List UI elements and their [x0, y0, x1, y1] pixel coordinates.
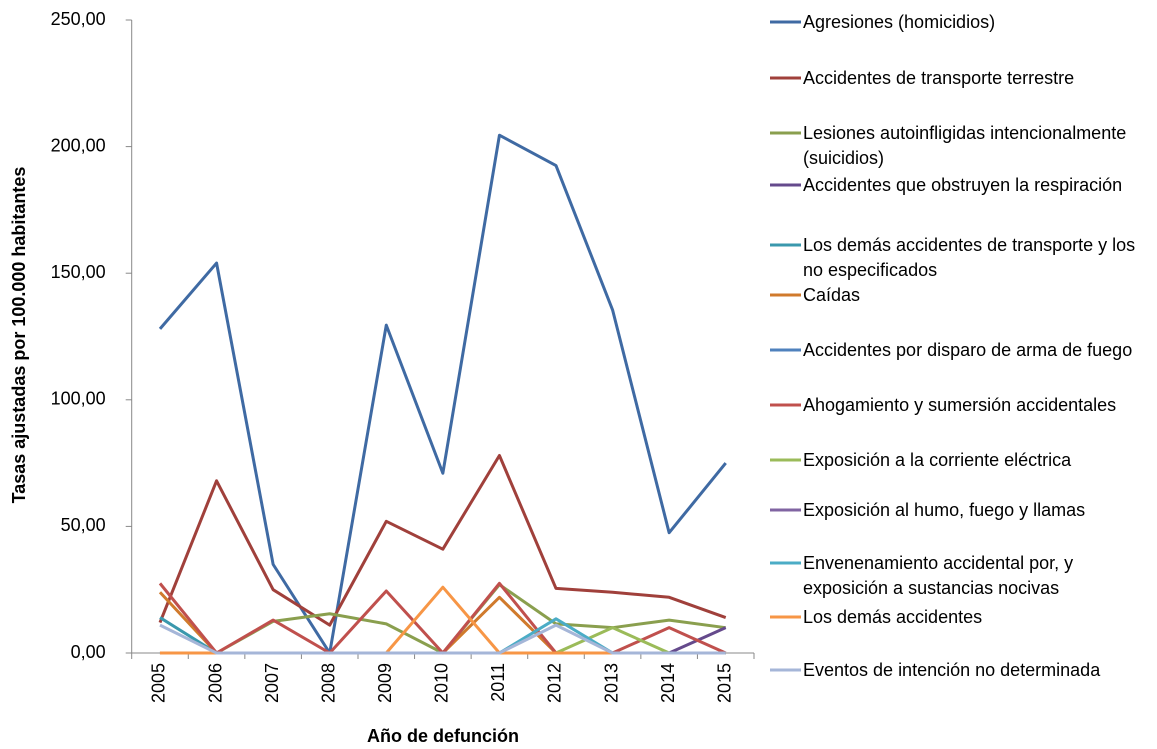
series-line: [158, 454, 727, 627]
x-tick-label: 2008: [318, 663, 338, 703]
x-tick-label: 2015: [714, 663, 734, 703]
y-tick-label: 150,00: [51, 262, 106, 282]
legend-label: Exposición al humo, fuego y llamas: [803, 499, 1086, 520]
x-tick-label: 2014: [658, 663, 678, 703]
x-tick-label: 2007: [262, 663, 282, 703]
x-tick-label: 2006: [205, 663, 225, 703]
x-tick-label: 2009: [375, 663, 395, 703]
legend-label: Accidentes por disparo de arma de fuego: [803, 339, 1133, 360]
legend-label: Accidentes de transporte terrestre: [803, 67, 1075, 88]
x-tick-label: 2013: [601, 663, 621, 703]
x-tick-label: 2010: [432, 663, 452, 703]
x-tick-label: 2012: [545, 663, 565, 703]
legend-label: Envenenamiento accidental por, y exposic…: [803, 552, 1074, 598]
legend-label: Caídas: [803, 284, 861, 305]
x-tick-label: 2005: [149, 663, 169, 703]
legend-label: Ahogamiento y sumersión accidentales: [803, 394, 1117, 415]
x-tick-label: 2011: [488, 663, 508, 702]
series-line: [159, 585, 726, 655]
y-tick-label: 50,00: [61, 515, 106, 535]
legend-label: Agresiones (homicidios): [803, 11, 996, 32]
legend-label: Eventos de intención no determinada: [803, 659, 1101, 680]
y-tick-label: 200,00: [51, 135, 106, 155]
legend-label: Exposición a la corriente eléctrica: [803, 449, 1072, 470]
legend-label: Los demás accidentes de transporte y los…: [803, 234, 1136, 280]
series-line: [158, 133, 727, 655]
y-tick-label: 0,00: [71, 642, 106, 662]
y-axis-title: Tasas ajustadas por 100.000 habitantes: [9, 167, 29, 504]
x-axis-title: Año de defunción: [367, 726, 519, 746]
series-line: [159, 623, 726, 655]
y-tick-label: 250,00: [51, 9, 106, 29]
legend-label: Los demás accidentes: [803, 606, 983, 627]
series-line: [159, 626, 726, 655]
legend-label: Accidentes que obstruyen la respiración: [803, 174, 1123, 195]
y-tick-label: 100,00: [51, 389, 106, 409]
legend-label: Lesiones autoinfligidas intencionalmente…: [803, 122, 1127, 168]
